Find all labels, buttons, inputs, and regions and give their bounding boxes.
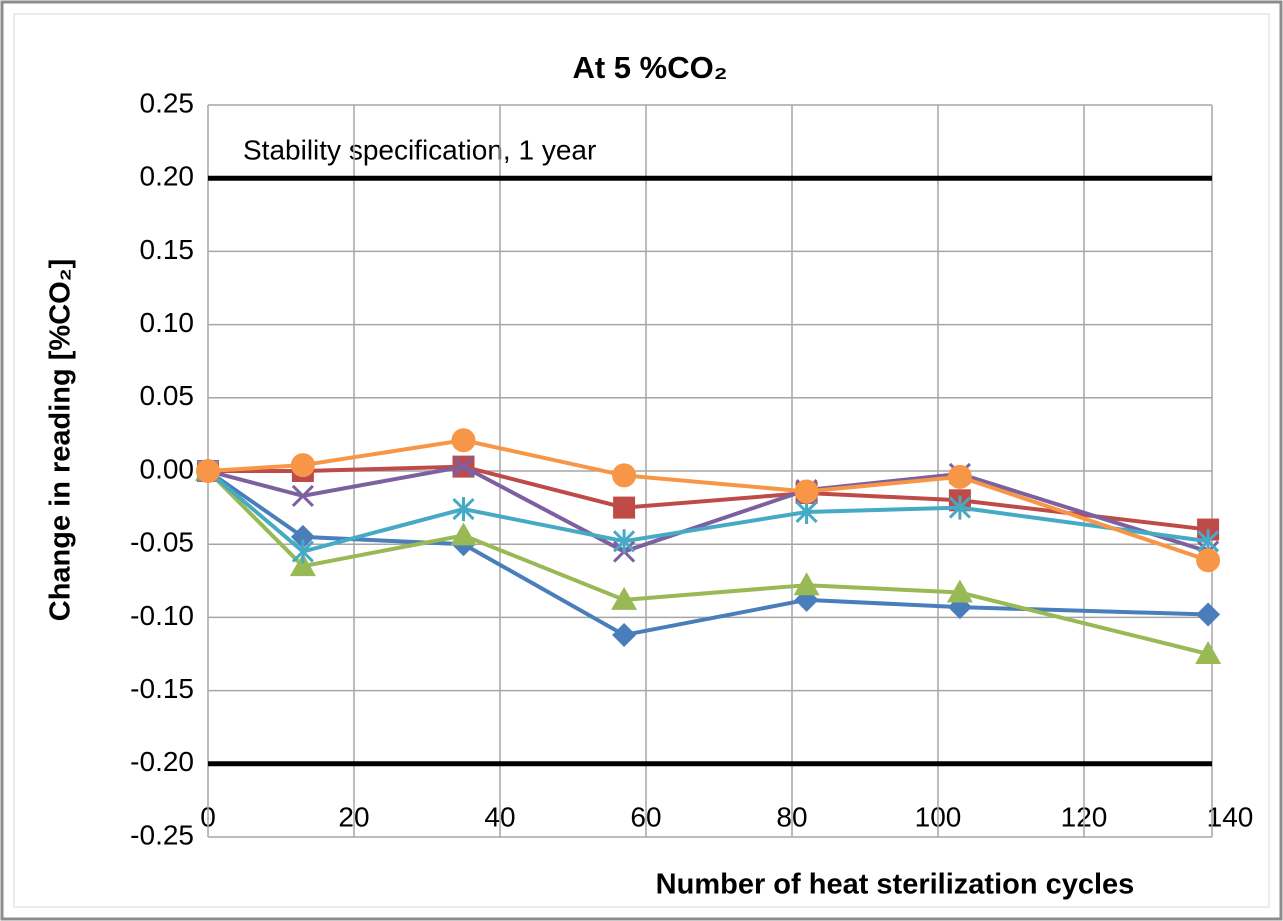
y-tick-label: 0.10	[140, 307, 195, 338]
marker	[613, 529, 636, 554]
y-tick-label: -0.10	[130, 600, 194, 631]
y-tick-label: 0.00	[140, 453, 195, 484]
marker	[613, 496, 636, 519]
marker	[948, 495, 971, 520]
y-tick-label: 0.05	[140, 380, 195, 411]
y-tick-label: -0.25	[130, 819, 194, 850]
y-tick-label: -0.05	[130, 527, 194, 558]
chart-title: At 5 %CO₂	[572, 50, 727, 85]
marker	[794, 479, 819, 504]
annotation: Stability specification, 1 year	[243, 134, 596, 165]
marker	[289, 553, 316, 577]
marker	[291, 539, 314, 564]
marker	[291, 484, 314, 507]
marker	[290, 524, 315, 549]
x-axis-label: Number of heat sterilization cycles	[656, 869, 1135, 901]
y-tick-label: 0.15	[140, 234, 195, 265]
marker	[450, 522, 477, 546]
x-tick-label: 140	[1207, 801, 1254, 832]
y-axis-label: Change in reading [%CO₂]	[45, 259, 77, 622]
marker	[793, 572, 820, 596]
marker	[946, 579, 973, 603]
marker	[612, 463, 637, 488]
marker	[1195, 641, 1222, 664]
y-tick-label: -0.20	[130, 746, 194, 777]
y-tick-label: 0.25	[140, 87, 195, 118]
marker	[452, 455, 475, 478]
marker	[795, 499, 818, 524]
y-tick-label: -0.15	[130, 673, 194, 704]
marker	[1196, 602, 1221, 627]
marker	[452, 497, 475, 522]
marker	[947, 464, 972, 489]
marker	[290, 453, 315, 478]
marker	[1196, 548, 1221, 573]
marker	[612, 622, 637, 647]
marker	[451, 428, 476, 453]
marker	[196, 459, 220, 483]
chart-area	[13, 13, 1270, 908]
y-tick-label: 0.20	[140, 161, 195, 192]
marker	[611, 586, 638, 610]
